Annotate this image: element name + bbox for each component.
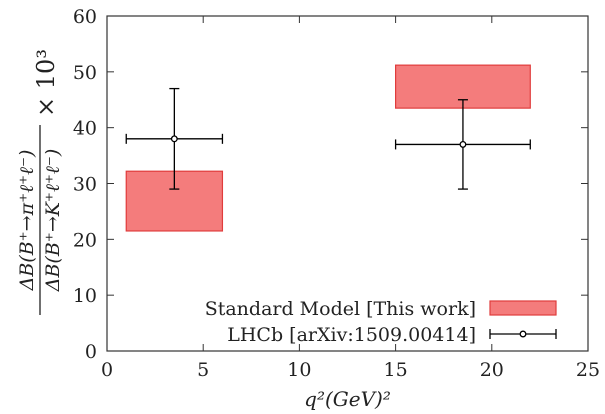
y-axis-title-denominator: ΔB(B⁺→K⁺ℓ⁺ℓ⁻): [42, 149, 64, 293]
y-axis-title-scale: × 10³: [32, 49, 60, 117]
y-tick-label: 40: [73, 118, 97, 140]
y-axis-title-numerator: ΔB(B⁺→π⁺ℓ⁺ℓ⁻): [16, 150, 38, 292]
data-marker: [459, 140, 467, 148]
y-tick-label: 10: [73, 285, 97, 307]
x-tick-label: 10: [287, 359, 311, 381]
chart-marks: [125, 64, 531, 232]
y-tick-label: 60: [73, 6, 97, 28]
x-tick-label: 0: [101, 359, 113, 381]
y-tick-label: 20: [73, 229, 97, 251]
x-tick-label: 15: [384, 359, 408, 381]
lhcb-data-point: [125, 87, 224, 190]
y-tick-label: 50: [73, 62, 97, 84]
x-tick-label: 20: [480, 359, 504, 381]
data-marker: [170, 135, 178, 143]
legend-label: Standard Model [This work]: [205, 298, 476, 320]
y-tick-label: 0: [85, 341, 97, 363]
legend-label: LHCb [arXiv:1509.00414]: [227, 324, 476, 346]
x-tick-label: 5: [197, 359, 209, 381]
y-tick-label: 30: [73, 174, 97, 196]
axis-ticks: 0 5 10 15 20 25 0 10 20 30 40 50 60: [73, 6, 600, 381]
legend-swatch-marker: [519, 330, 527, 338]
x-tick-label: 25: [576, 359, 600, 381]
legend-swatch-band: [489, 300, 557, 316]
x-axis-title: q²(GeV)²: [304, 387, 391, 411]
legend: Standard Model [This work] LHCb [arXiv:15…: [205, 298, 557, 346]
lhcb-data-point: [394, 99, 531, 190]
y-axis-title: ΔB(B⁺→π⁺ℓ⁺ℓ⁻) ΔB(B⁺→K⁺ℓ⁺ℓ⁻) × 10³: [16, 49, 64, 315]
